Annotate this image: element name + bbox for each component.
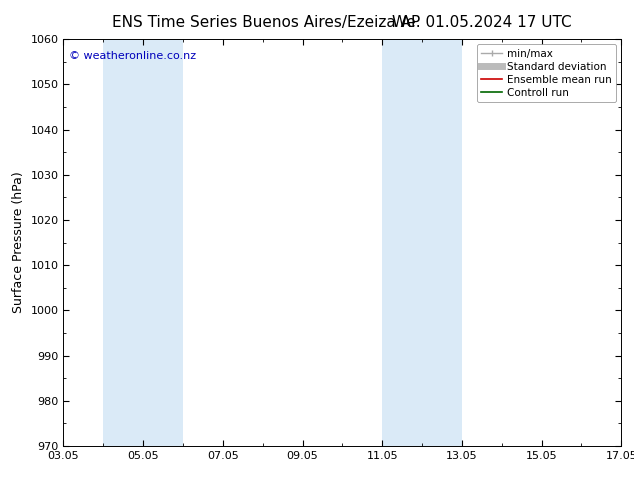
Text: We. 01.05.2024 17 UTC: We. 01.05.2024 17 UTC: [392, 15, 572, 30]
Bar: [382, 39, 462, 446]
Text: © weatheronline.co.nz: © weatheronline.co.nz: [69, 51, 196, 61]
Text: ENS Time Series Buenos Aires/Ezeiza AP: ENS Time Series Buenos Aires/Ezeiza AP: [112, 15, 420, 30]
Y-axis label: Surface Pressure (hPa): Surface Pressure (hPa): [12, 172, 25, 314]
Bar: [103, 39, 183, 446]
Legend: min/max, Standard deviation, Ensemble mean run, Controll run: min/max, Standard deviation, Ensemble me…: [477, 45, 616, 102]
